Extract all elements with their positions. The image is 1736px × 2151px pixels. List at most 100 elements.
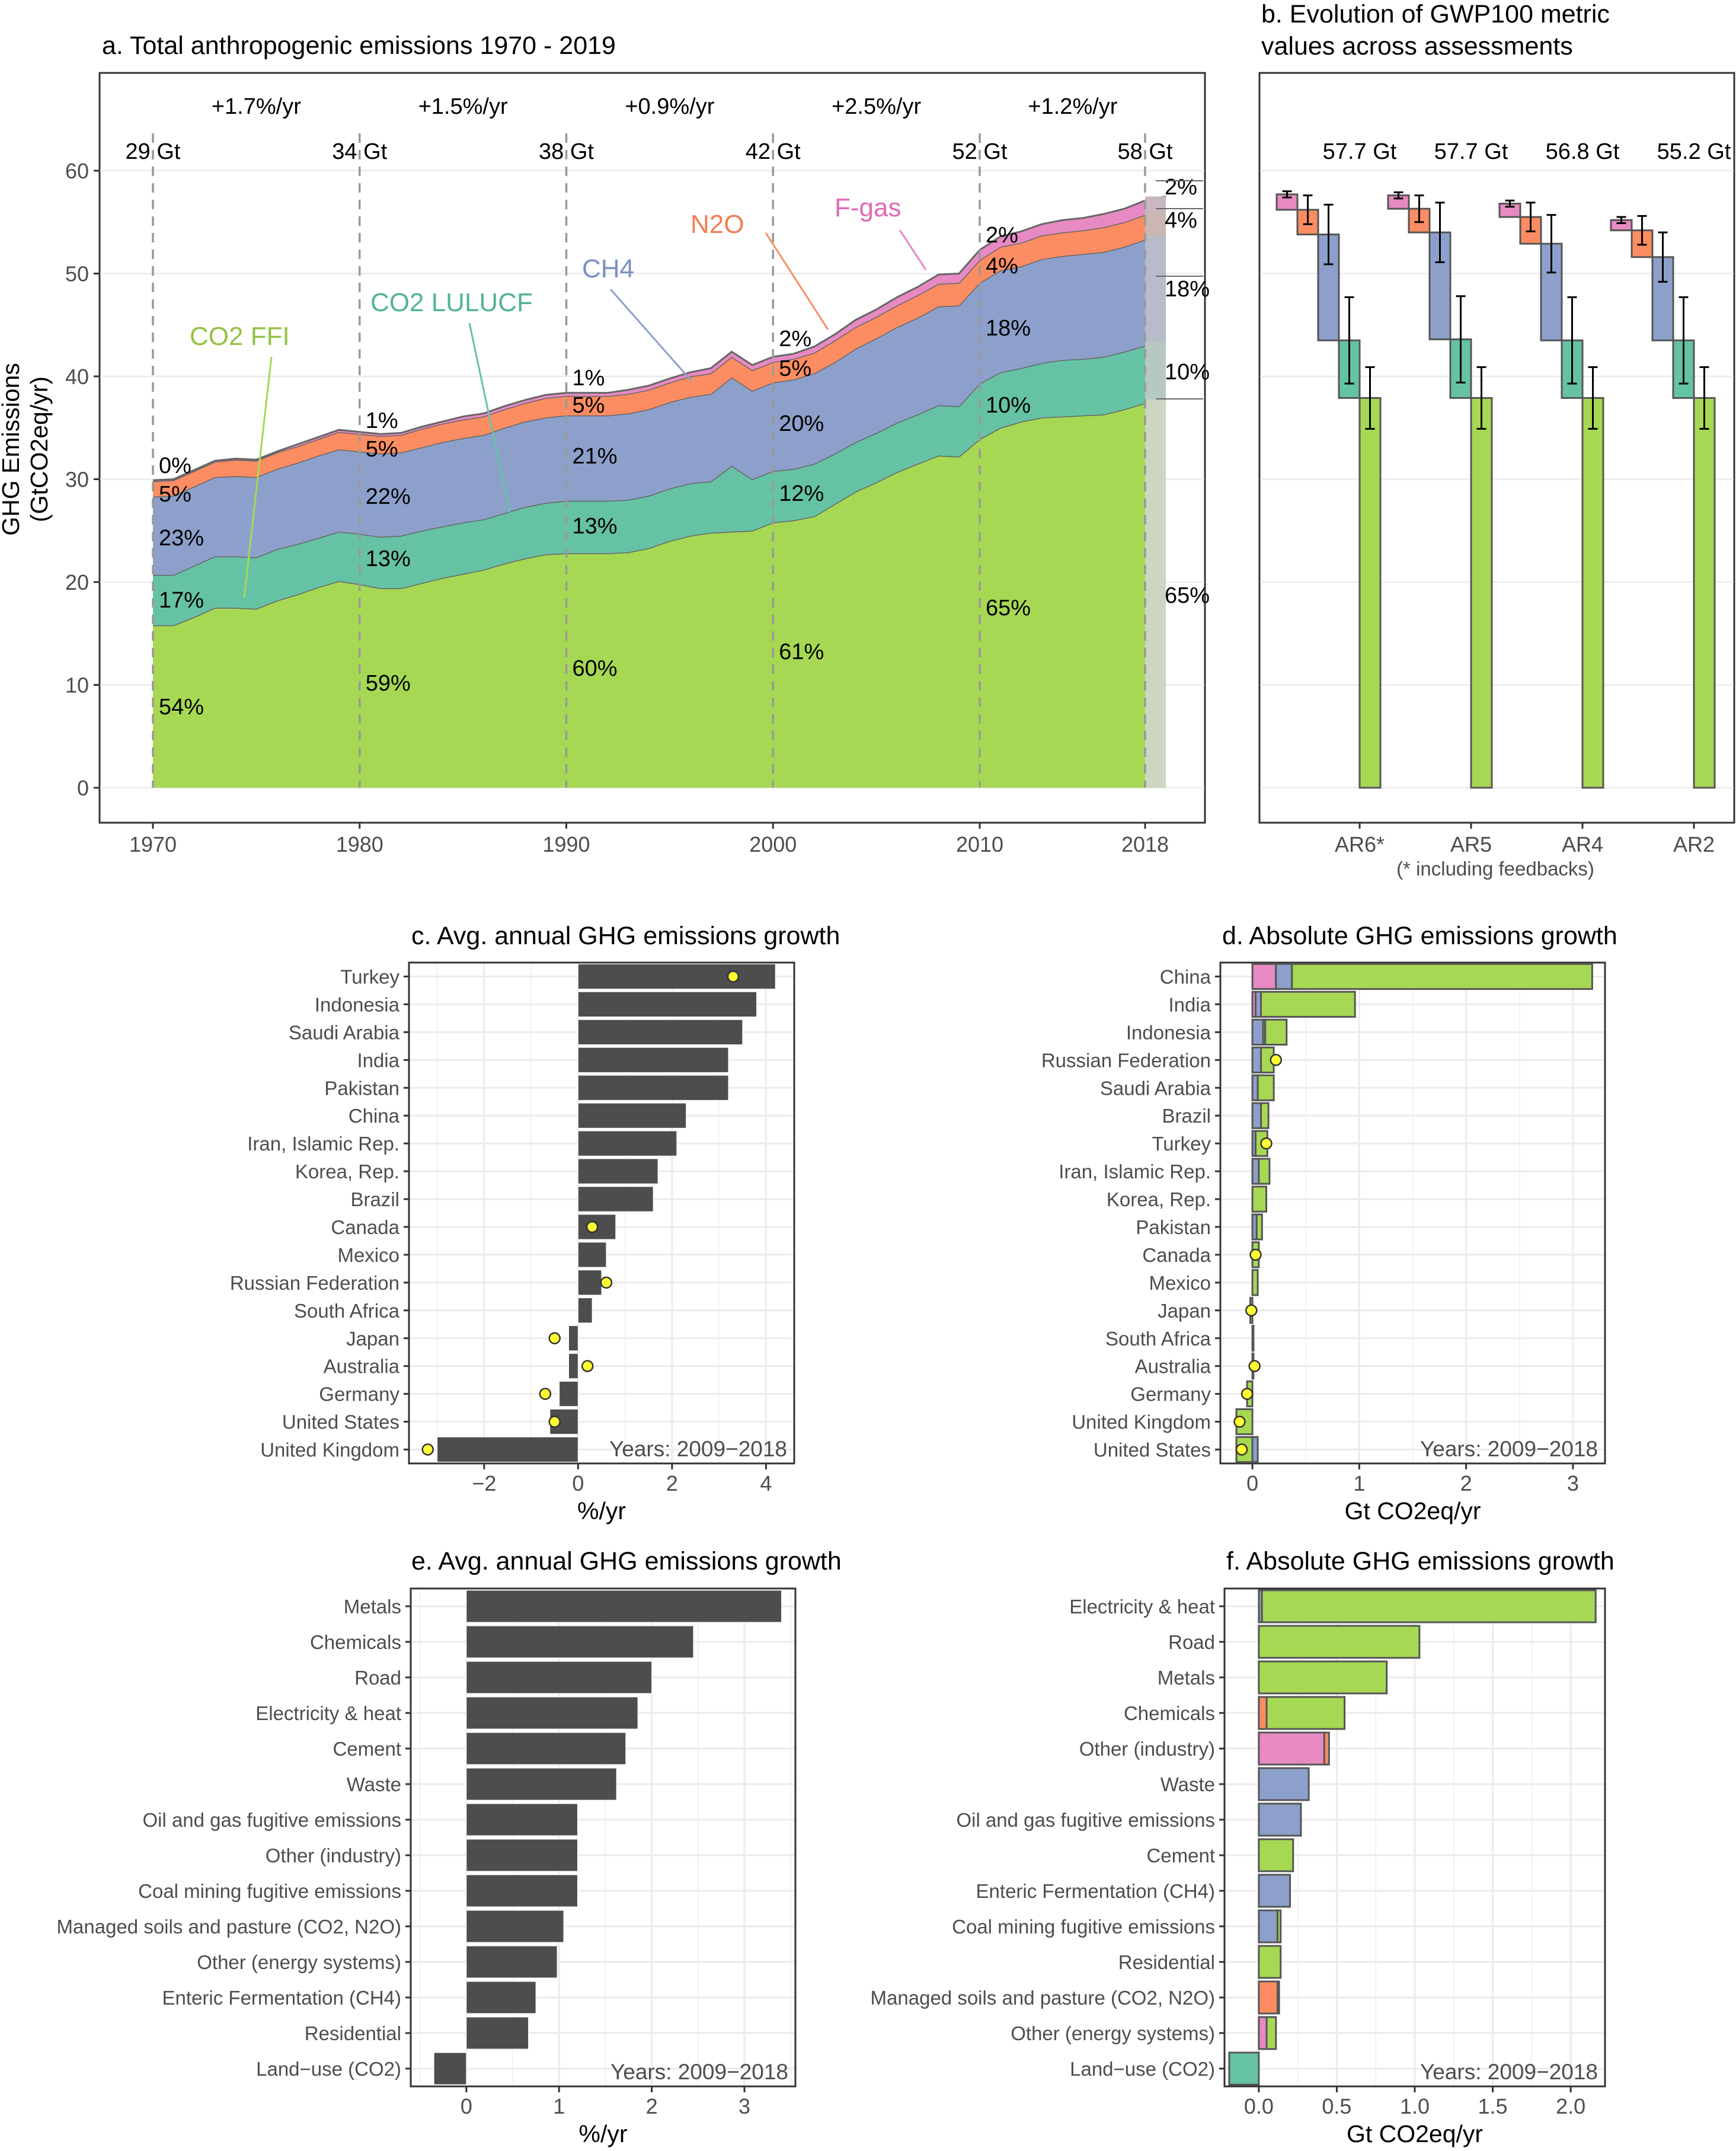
label-ch4: CH4 xyxy=(582,254,634,283)
label-co2-lulucf: CO2 LULUCF xyxy=(370,288,533,317)
bar xyxy=(577,1102,687,1129)
leader-fgas xyxy=(899,229,927,270)
panel-a-xtick-label: 1980 xyxy=(336,832,383,856)
area-n2o xyxy=(153,210,1166,497)
category-label: Canada xyxy=(1142,1244,1211,1266)
panel-a-areas xyxy=(152,195,1166,788)
category-label: United States xyxy=(282,1411,399,1433)
marker-dot xyxy=(1270,1054,1282,1066)
category-label: Brazil xyxy=(350,1188,399,1210)
bar-segment-fgas xyxy=(1251,963,1277,990)
category-label: Chemicals xyxy=(1124,1702,1215,1724)
bar xyxy=(466,1590,782,1623)
panel-a-ytick-label: 20 xyxy=(65,570,89,595)
category-label: China xyxy=(349,1105,400,1127)
bar-segment-ch4 xyxy=(1251,1436,1259,1463)
decade-share-ch4: 20% xyxy=(779,411,824,436)
bar-segment-ffi xyxy=(1255,1213,1263,1241)
x-tick-label: 1.5 xyxy=(1478,2094,1508,2118)
category-label: Pakistan xyxy=(324,1077,399,1099)
decade-share-n2o: 5% xyxy=(366,437,398,462)
gwp-total-label: 56.8 Gt xyxy=(1546,139,1620,164)
panel-a-annotations: 29 Gt 34 Gt 38 Gt 42 Gt 52 Gt 58 Gt +1.7%/yr +1… xyxy=(126,94,1210,788)
panel-a-ytick-label: 10 xyxy=(65,673,89,698)
category-label: Chemicals xyxy=(310,1631,401,1653)
area-fgas xyxy=(153,196,1166,481)
bar xyxy=(559,1381,578,1407)
category-label: Coal mining fugitive emissions xyxy=(952,1916,1215,1938)
category-label: Turkey xyxy=(1152,1133,1211,1155)
category-label: Korea, Rep. xyxy=(295,1161,399,1182)
x-tick-label: 0 xyxy=(1246,1471,1258,1495)
category-label: China xyxy=(1160,966,1211,987)
years-note: Years: 2009−2018 xyxy=(609,1437,787,1461)
leader-co2-ffi xyxy=(243,356,273,598)
category-label: Enteric Fermentation (CH4) xyxy=(976,1880,1215,1902)
category-label: Cement xyxy=(333,1738,401,1760)
marker-dot xyxy=(1235,1443,1248,1456)
panel-frame xyxy=(408,961,795,1465)
category-label: India xyxy=(1168,993,1211,1015)
bar xyxy=(577,1130,677,1156)
marker-dot xyxy=(1249,1248,1262,1261)
leader-co2-lulucf xyxy=(468,322,512,518)
marker-dot xyxy=(539,1388,552,1400)
decade-share-ffi: 61% xyxy=(779,640,824,664)
last-year-segment-ffi xyxy=(1145,399,1166,788)
category-label: Mexico xyxy=(1149,1272,1211,1294)
bar-segment-ffi xyxy=(1258,1158,1271,1185)
category-label: Russian Federation xyxy=(1041,1049,1211,1071)
bar-segment-ffi xyxy=(1261,1589,1597,1623)
decade-share-n2o: 5% xyxy=(573,393,605,418)
panel-f: f. Absolute GHG emissions growth Electri… xyxy=(871,1547,1614,2147)
panel-e-title: e. Avg. annual GHG emissions growth xyxy=(411,1547,842,1575)
panel-a-ylabel-line1: GHG Emissions xyxy=(0,363,24,536)
marker-dot xyxy=(586,1220,599,1233)
waterfall-ffi xyxy=(1693,397,1716,789)
bar-segment-ffi xyxy=(1258,1945,1282,1979)
x-tick-label: 3 xyxy=(738,2094,750,2118)
panel-a-ytick-label: 30 xyxy=(65,468,89,492)
category-label: Other (energy systems) xyxy=(197,1951,401,1973)
decade-share-lulucf: 17% xyxy=(159,588,204,613)
category-label: South Africa xyxy=(1105,1328,1211,1350)
panel-frame xyxy=(1219,961,1606,1465)
x-tick-label: 3 xyxy=(1567,1471,1579,1495)
x-axis-label: %/yr xyxy=(577,1497,626,1524)
bar-segment-ffi xyxy=(1251,1269,1259,1296)
bar-segment-ffi xyxy=(1258,1838,1294,1872)
decade-share-fgas: 1% xyxy=(573,366,605,391)
panel-frame xyxy=(410,1587,797,2088)
category-label: Australia xyxy=(1135,1356,1211,1377)
bar-segment-ch4 xyxy=(1258,1767,1310,1801)
gwp-total-label: 55.2 Gt xyxy=(1657,139,1731,164)
category-label: Residential xyxy=(1118,1951,1215,1973)
decade-share-fgas: 1% xyxy=(366,408,398,433)
bar-segment-n2o xyxy=(1323,1731,1330,1766)
decade-share-fgas: 0% xyxy=(159,453,191,478)
years-note: Years: 2009−2018 xyxy=(1420,2060,1598,2084)
panel-b-xtick-label: AR4 xyxy=(1562,832,1603,856)
marker-dot xyxy=(1248,1360,1261,1372)
decade-share-lulucf: 10% xyxy=(986,393,1031,418)
bar xyxy=(466,1768,617,1801)
bar-segment-ffi xyxy=(1260,1102,1270,1129)
category-label: Road xyxy=(354,1667,401,1689)
marker-dot xyxy=(548,1332,561,1344)
panel-b-note: (* including feedbacks) xyxy=(1396,858,1594,880)
category-label: Indonesia xyxy=(315,993,400,1015)
category-label: United Kingdom xyxy=(260,1439,399,1461)
panel-a-ytick-label: 40 xyxy=(65,365,89,389)
end-share-ch4: 18% xyxy=(1165,277,1210,302)
panel-d: d. Absolute GHG emissions growth China In… xyxy=(1041,922,1617,1524)
decade-total-label: 42 Gt xyxy=(746,139,801,164)
category-label: Japan xyxy=(1158,1300,1211,1322)
x-tick-label: 0 xyxy=(461,2094,472,2118)
bar-segment-fgas xyxy=(1258,2016,1268,2050)
area-lulucf xyxy=(153,341,1166,625)
bar xyxy=(577,1270,602,1296)
panel-b-xtick-label: AR5 xyxy=(1450,832,1492,856)
category-label: Land−use (CO2) xyxy=(1070,2058,1215,2080)
panel-a-xtick-label: 2000 xyxy=(749,832,797,856)
label-fgas: F-gas xyxy=(835,193,901,222)
